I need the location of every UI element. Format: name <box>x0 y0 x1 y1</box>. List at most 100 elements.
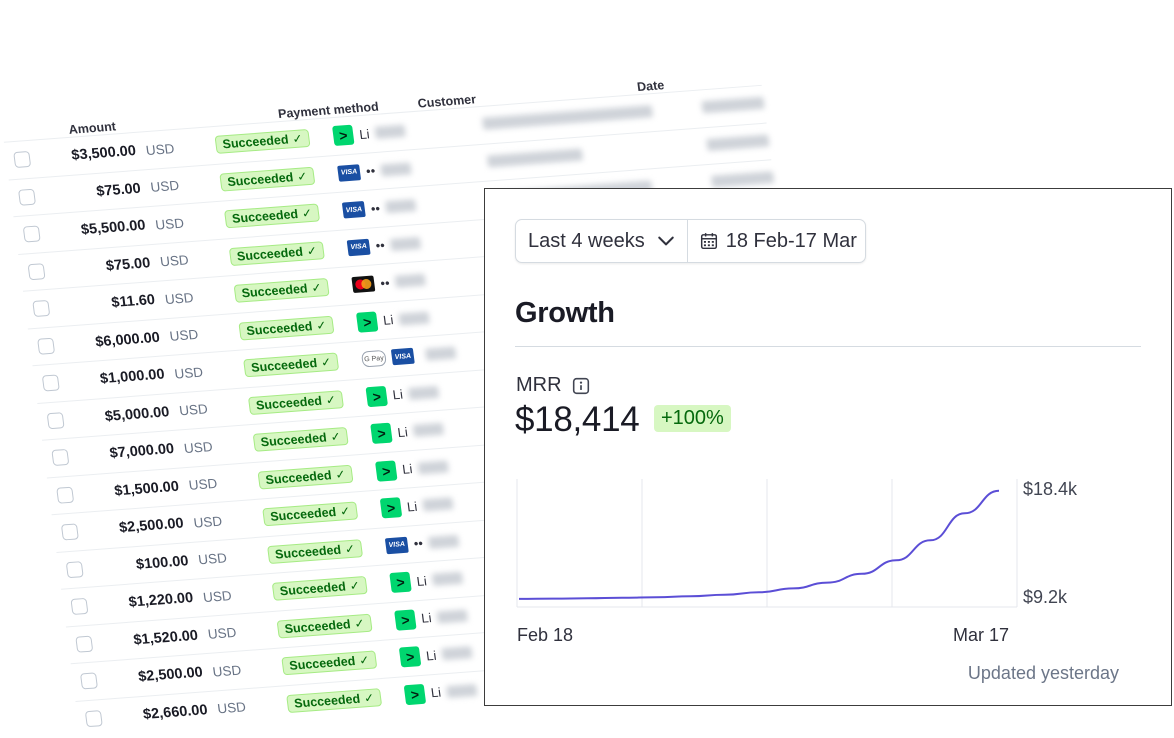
row-payment-method: G Pay VISA <box>337 342 493 369</box>
row-amount: $2,660.00 <box>142 701 209 723</box>
mrr-series-line <box>518 489 1000 600</box>
google-pay-icon: G Pay <box>361 350 388 368</box>
row-currency: USD <box>149 178 181 196</box>
link-pay-icon: > <box>403 683 427 705</box>
row-currency: USD <box>192 513 223 531</box>
status-badge: Succeeded ✓ <box>257 464 354 490</box>
redacted-text <box>374 124 407 140</box>
row-checkbox[interactable] <box>27 262 46 281</box>
row-amount: $75.00 <box>95 180 142 200</box>
row-currency: USD <box>202 587 233 605</box>
redacted-text <box>389 236 422 251</box>
check-icon: ✓ <box>339 504 352 519</box>
status-label: Succeeded <box>240 281 309 301</box>
x-tick-label-start: Feb 18 <box>517 625 574 645</box>
link-pay-icon: > <box>379 497 403 519</box>
row-checkbox[interactable] <box>70 598 89 616</box>
redacted-text <box>486 148 584 168</box>
row-amount: $5,500.00 <box>80 217 147 239</box>
check-icon: ✓ <box>358 653 371 668</box>
check-icon: ✓ <box>363 690 375 706</box>
check-icon: ✓ <box>291 131 304 147</box>
card-title: Growth <box>515 297 615 329</box>
check-icon: ✓ <box>301 206 313 221</box>
status-badge: Succeeded ✓ <box>247 389 345 415</box>
status-label: Succeeded <box>245 318 314 338</box>
visa-card-icon: VISA <box>341 201 366 219</box>
redacted-text <box>711 171 775 189</box>
redacted-text <box>412 422 445 438</box>
row-checkbox[interactable] <box>56 486 75 504</box>
link-pay-icon: > <box>398 646 422 668</box>
row-checkbox[interactable] <box>17 188 36 206</box>
status-badge: Succeeded ✓ <box>243 352 340 378</box>
status-label: Succeeded <box>226 169 295 189</box>
row-currency: USD <box>154 215 185 233</box>
row-checkbox[interactable] <box>41 374 60 392</box>
row-checkbox[interactable] <box>32 300 51 318</box>
check-icon: ✓ <box>305 243 318 259</box>
row-checkbox[interactable] <box>22 225 41 243</box>
chevron-down-icon <box>657 236 674 246</box>
row-checkbox[interactable] <box>51 449 70 467</box>
row-amount: $1,000.00 <box>99 366 166 388</box>
row-date <box>701 93 803 116</box>
row-amount: $11.60 <box>110 292 157 312</box>
row-currency: USD <box>168 327 200 345</box>
payment-method-text: Li <box>401 461 414 478</box>
metric-value: $18,414 <box>515 400 640 439</box>
row-amount: $3,500.00 <box>70 143 137 164</box>
y-tick-label-max: $18.4k <box>1023 479 1078 499</box>
status-label: Succeeded <box>279 579 347 599</box>
date-filter: Last 4 weeks 18 Feb-17 Mar <box>515 219 866 263</box>
row-currency: USD <box>159 252 190 270</box>
check-icon: ✓ <box>324 392 337 408</box>
status-label: Succeeded <box>221 132 290 152</box>
row-currency: USD <box>173 364 204 382</box>
row-payment-method: > Li <box>346 415 502 446</box>
status-label: Succeeded <box>250 356 319 376</box>
payment-method-text: •• <box>374 237 386 254</box>
link-pay-icon: > <box>389 571 412 594</box>
status-label: Succeeded <box>231 207 299 227</box>
row-currency: USD <box>197 550 228 568</box>
range-dropdown[interactable]: Last 4 weeks <box>516 220 688 262</box>
info-icon[interactable] <box>572 377 590 395</box>
metric-change-badge: +100% <box>654 405 731 432</box>
mrr-line-chart <box>516 479 1018 608</box>
status-label: Succeeded <box>274 542 342 562</box>
check-icon: ✓ <box>353 615 366 631</box>
date-range-picker[interactable]: 18 Feb-17 Mar <box>688 220 865 262</box>
row-checkbox[interactable] <box>46 411 65 429</box>
visa-card-icon: VISA <box>337 163 362 182</box>
date-range-label: 18 Feb-17 Mar <box>725 229 857 252</box>
row-checkbox[interactable] <box>13 151 32 169</box>
row-checkbox[interactable] <box>65 560 84 578</box>
row-checkbox[interactable] <box>84 709 103 727</box>
row-amount: $1,500.00 <box>113 478 180 500</box>
redacted-text <box>398 311 430 326</box>
row-payment-method: > Li <box>332 303 488 334</box>
check-icon: ✓ <box>315 317 328 333</box>
row-amount: $2,500.00 <box>118 515 185 537</box>
redacted-text <box>428 534 460 549</box>
payment-method-text: Li <box>415 573 428 589</box>
redacted-text <box>706 134 770 151</box>
status-badge: Succeeded ✓ <box>252 427 349 453</box>
status-label: Succeeded <box>288 654 357 674</box>
payment-method-text: Li <box>396 424 409 440</box>
row-checkbox[interactable] <box>75 635 94 653</box>
row-checkbox[interactable] <box>80 672 99 690</box>
row-checkbox[interactable] <box>37 337 56 355</box>
mastercard-icon <box>351 275 376 294</box>
status-badge: Succeeded ✓ <box>262 501 359 527</box>
payment-method-text: Li <box>429 684 442 701</box>
row-date <box>706 130 808 153</box>
payment-method-text: Li <box>420 610 433 627</box>
row-checkbox[interactable] <box>60 523 79 541</box>
redacted-text <box>394 273 427 289</box>
status-label: Succeeded <box>255 393 323 413</box>
row-amount: $7,000.00 <box>108 441 176 462</box>
row-currency: USD <box>183 438 214 456</box>
status-badge: Succeeded ✓ <box>219 166 316 192</box>
